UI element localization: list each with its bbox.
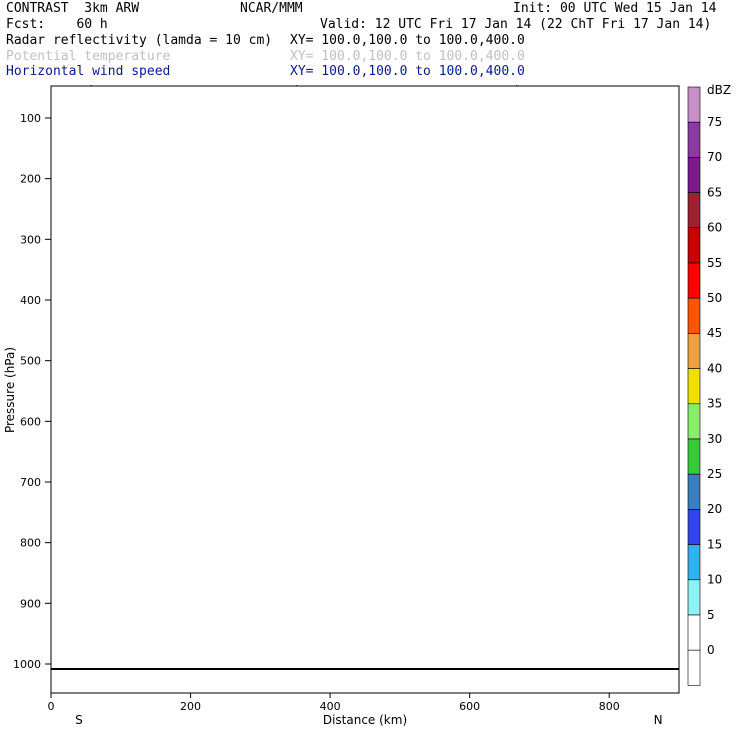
colorbar-label: 25 — [707, 467, 722, 481]
colorbar-swatch — [687, 262, 701, 299]
x-end-label-north: N — [654, 713, 663, 727]
colorbar-unit: dBZ — [707, 83, 731, 97]
model-title: CONTRAST 3km ARW — [6, 1, 140, 16]
y-tick-label: 200 — [20, 173, 41, 186]
colorbar-label: 65 — [707, 185, 722, 199]
colorbar-label: 30 — [707, 432, 722, 446]
colorbar-swatch — [687, 121, 701, 158]
plot-frame — [50, 85, 680, 694]
field-name-reflectivity: Radar reflectivity (lamda = 10 cm) — [6, 33, 273, 48]
colorbar-swatch — [687, 333, 701, 369]
colorbar-label: 20 — [707, 502, 722, 516]
x-tick-label: 600 — [459, 700, 480, 713]
x-tick-label: 800 — [599, 700, 620, 713]
colorbar-swatch — [687, 438, 701, 475]
colorbar-label: 45 — [707, 326, 722, 340]
colorbar-label: 0 — [707, 643, 715, 657]
x-axis-label: Distance (km) — [323, 713, 407, 727]
colorbar-swatch — [687, 192, 701, 229]
init-time: Init: 00 UTC Wed 15 Jan 14 — [513, 1, 717, 16]
field-name-theta: Potential temperature — [6, 49, 171, 64]
colorbar-swatch — [687, 403, 701, 440]
colorbar-swatch — [687, 473, 701, 510]
colorbar-swatch — [687, 297, 701, 334]
colorbar-label: 55 — [707, 256, 722, 270]
colorbar-label: 60 — [707, 221, 722, 235]
colorbar-swatch — [687, 368, 701, 405]
colorbar-label: 10 — [707, 573, 722, 587]
valid-time: Valid: 12 UTC Fri 17 Jan 14 (22 ChT Fri … — [320, 17, 712, 32]
y-tick-label: 1000 — [13, 658, 41, 671]
org-label: NCAR/MMM — [240, 1, 303, 16]
field-name-wind: Horizontal wind speed — [6, 64, 171, 79]
colorbar-swatch — [687, 86, 701, 123]
colorbar-label: 50 — [707, 291, 722, 305]
colorbar-label: 35 — [707, 397, 722, 411]
y-tick-label: 700 — [20, 476, 41, 489]
y-tick-label: 400 — [20, 294, 41, 307]
field-xy-wind: XY= 100.0,100.0 to 100.0,400.0 — [290, 64, 525, 79]
colorbar-label: 15 — [707, 537, 722, 551]
colorbar-label: 5 — [707, 608, 715, 622]
x-tick-label: 200 — [180, 700, 201, 713]
field-xy-theta: XY= 100.0,100.0 to 100.0,400.0 — [290, 49, 525, 64]
y-tick-label: 300 — [20, 233, 41, 246]
colorbar-label: 75 — [707, 115, 722, 129]
x-tick-label: 400 — [320, 700, 341, 713]
y-tick-label: 500 — [20, 355, 41, 368]
y-tick-label: 800 — [20, 537, 41, 550]
y-tick-label: 900 — [20, 597, 41, 610]
colorbar-swatch — [687, 509, 701, 545]
colorbar-swatch — [687, 649, 701, 686]
forecast-hour: Fcst: 60 h — [6, 17, 108, 32]
x-end-label-south: S — [75, 713, 83, 727]
colorbar-label: 40 — [707, 361, 722, 375]
x-tick-label: 0 — [48, 700, 55, 713]
y-tick-label: 100 — [20, 112, 41, 125]
colorbar-swatch — [687, 157, 701, 193]
colorbar-swatch — [687, 614, 701, 651]
colorbar-swatch — [687, 227, 701, 264]
colorbar-swatch — [687, 579, 701, 616]
y-axis-label: Pressure (hPa) — [3, 347, 17, 433]
colorbar-swatch — [687, 544, 701, 581]
y-tick-label: 600 — [20, 415, 41, 428]
field-xy-reflectivity: XY= 100.0,100.0 to 100.0,400.0 — [290, 33, 525, 48]
colorbar-label: 70 — [707, 150, 722, 164]
